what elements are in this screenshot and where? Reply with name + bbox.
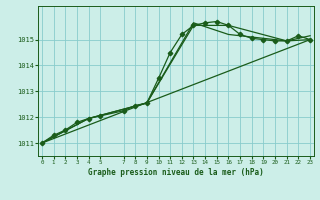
X-axis label: Graphe pression niveau de la mer (hPa): Graphe pression niveau de la mer (hPa): [88, 168, 264, 177]
